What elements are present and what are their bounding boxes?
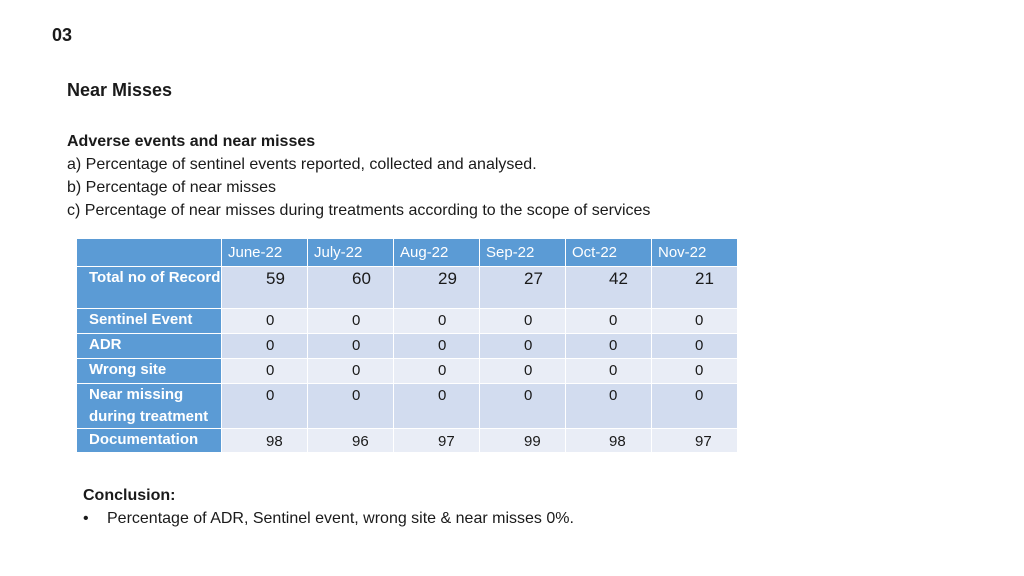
column-header: Oct-22 — [565, 238, 652, 267]
table-cell: 0 — [479, 358, 566, 384]
conclusion-title: Conclusion: — [83, 487, 176, 504]
slide-number: 03 — [52, 25, 73, 45]
table-cell: 60 — [307, 266, 394, 309]
page-title: Near Misses — [67, 80, 173, 100]
table-cell: 0 — [565, 383, 652, 429]
column-header: June-22 — [221, 238, 308, 267]
column-header: Sep-22 — [479, 238, 566, 267]
table-cell: 0 — [651, 358, 738, 384]
table-cell: 0 — [307, 333, 394, 359]
conclusion-block: Conclusion: • Percentage of ADR, Sentine… — [83, 484, 574, 530]
table-cell: 0 — [221, 308, 308, 334]
table-cell: 0 — [393, 308, 480, 334]
intro-line: a) Percentage of sentinel events reporte… — [67, 156, 537, 173]
table-cell: 0 — [221, 383, 308, 429]
table-cell: 0 — [221, 333, 308, 359]
table-cell: 96 — [307, 428, 394, 453]
table-cell: 0 — [651, 308, 738, 334]
table-cell: 0 — [479, 383, 566, 429]
table-cell: 0 — [565, 308, 652, 334]
table-cell: 0 — [221, 358, 308, 384]
table-cell: 98 — [221, 428, 308, 453]
table-cell: 98 — [565, 428, 652, 453]
intro-line: c) Percentage of near misses during trea… — [67, 202, 651, 219]
table-cell: 97 — [651, 428, 738, 453]
table-cell: 21 — [651, 266, 738, 309]
intro-subheading: Adverse events and near misses — [67, 133, 316, 150]
column-header: Aug-22 — [393, 238, 480, 267]
table-row: Documentation 98 96 97 99 98 97 — [76, 428, 738, 453]
table-cell: 0 — [393, 358, 480, 384]
table-cell: 0 — [651, 333, 738, 359]
row-label: Near missing during treatment — [76, 383, 222, 429]
row-label: Sentinel Event — [76, 308, 222, 334]
table-cell: 0 — [393, 333, 480, 359]
table-row: Sentinel Event 0 0 0 0 0 0 — [76, 308, 738, 334]
table-cell: 0 — [565, 358, 652, 384]
table-cell: 27 — [479, 266, 566, 309]
table-row: Near missing during treatment 0 0 0 0 0 … — [76, 383, 738, 429]
near-miss-table: June-22 July-22 Aug-22 Sep-22 Oct-22 Nov… — [76, 238, 738, 453]
table-cell: 99 — [479, 428, 566, 453]
column-header: July-22 — [307, 238, 394, 267]
table-cell: 0 — [479, 308, 566, 334]
table-cell: 0 — [393, 383, 480, 429]
table-cell: 0 — [565, 333, 652, 359]
conclusion-bullet: • Percentage of ADR, Sentinel event, wro… — [83, 507, 574, 530]
table-row: Wrong site 0 0 0 0 0 0 — [76, 358, 738, 384]
conclusion-bullet-text: Percentage of ADR, Sentinel event, wrong… — [107, 510, 574, 527]
intro-line: b) Percentage of near misses — [67, 179, 276, 196]
table-cell: 0 — [479, 333, 566, 359]
row-label: ADR — [76, 333, 222, 359]
table-cell: 0 — [651, 383, 738, 429]
row-label: Documentation — [76, 428, 222, 453]
table-cell: 0 — [307, 308, 394, 334]
table-cell: 42 — [565, 266, 652, 309]
table-row: ADR 0 0 0 0 0 0 — [76, 333, 738, 359]
intro-block: Adverse events and near misses a) Percen… — [67, 130, 650, 222]
bullet-icon: • — [83, 510, 89, 527]
row-label: Wrong site — [76, 358, 222, 384]
column-header-blank — [76, 238, 222, 267]
table-cell: 0 — [307, 358, 394, 384]
column-header: Nov-22 — [651, 238, 738, 267]
table-cell: 0 — [307, 383, 394, 429]
table-cell: 59 — [221, 266, 308, 309]
table-cell: 29 — [393, 266, 480, 309]
row-label: Total no of Record — [76, 266, 222, 309]
table-cell: 97 — [393, 428, 480, 453]
table-header-row: June-22 July-22 Aug-22 Sep-22 Oct-22 Nov… — [76, 238, 738, 267]
table-row: Total no of Record 59 60 29 27 42 21 — [76, 266, 738, 309]
